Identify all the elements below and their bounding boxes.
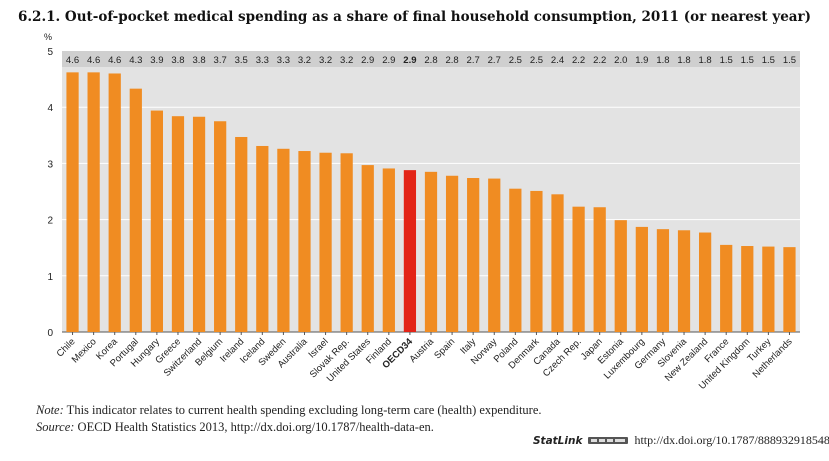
bar — [235, 136, 248, 332]
bar — [783, 247, 796, 332]
y-tick-label: 4 — [47, 103, 53, 114]
statlink-url[interactable]: http://dx.doi.org/10.1787/888932918548 — [634, 433, 829, 447]
y-tick-label: 1 — [47, 272, 53, 283]
data-label: 2.9 — [382, 55, 395, 66]
y-tick-label: 0 — [47, 328, 53, 339]
statlink-name: StatLink — [533, 434, 583, 447]
bar — [635, 226, 648, 332]
bar — [445, 175, 459, 332]
data-label: 1.8 — [699, 55, 712, 66]
data-label: 1.8 — [656, 55, 669, 66]
bar — [192, 116, 206, 332]
bar — [614, 220, 627, 332]
bar — [108, 73, 121, 332]
bar — [403, 170, 417, 332]
data-label: 4.6 — [87, 55, 100, 66]
bar — [551, 194, 564, 332]
bar — [66, 72, 79, 332]
data-label: 3.9 — [150, 55, 163, 66]
bar — [382, 168, 395, 332]
data-label: 3.2 — [319, 55, 332, 66]
data-label: 2.8 — [424, 55, 437, 66]
source-prefix: Source: — [36, 420, 75, 434]
data-label: 3.8 — [192, 55, 205, 66]
data-label: 3.2 — [340, 55, 353, 66]
bar — [150, 110, 164, 333]
bar — [698, 232, 712, 332]
data-label: 2.4 — [551, 55, 564, 66]
data-label: 3.2 — [298, 55, 311, 66]
y-tick-label: 3 — [47, 159, 53, 170]
data-label: 3.5 — [235, 55, 248, 66]
bar — [129, 88, 142, 333]
value-label-band — [62, 51, 800, 67]
bar-chart: 012345%4.6Chile4.6Mexico4.6Korea4.3Portu… — [44, 32, 800, 392]
x-tick-label: Spain — [432, 336, 457, 361]
bar — [530, 190, 543, 332]
data-label: 2.9 — [361, 55, 374, 66]
data-label: 1.5 — [783, 55, 796, 66]
data-label: 2.7 — [488, 55, 501, 66]
data-label: 3.3 — [277, 55, 290, 66]
bar — [741, 246, 754, 332]
bar — [87, 72, 100, 332]
data-label: 1.5 — [720, 55, 733, 66]
data-label: 4.3 — [129, 55, 142, 66]
data-label: 2.0 — [614, 55, 627, 66]
x-tick-label: Austria — [407, 336, 436, 365]
data-label: 2.8 — [445, 55, 458, 66]
data-label: 2.5 — [530, 55, 543, 66]
chart-note: Note: This indicator relates to current … — [36, 403, 542, 418]
data-label: 2.2 — [593, 55, 606, 66]
data-label: 3.8 — [171, 55, 184, 66]
bar — [467, 178, 480, 332]
chart-source: Source: OECD Health Statistics 2013, htt… — [36, 420, 434, 435]
y-axis-label: % — [44, 32, 52, 42]
bar — [677, 230, 691, 332]
bar — [319, 152, 332, 332]
data-label: 2.9 — [403, 55, 416, 66]
bar — [656, 229, 670, 332]
bar — [572, 206, 585, 332]
bar — [720, 244, 733, 332]
bar — [361, 165, 374, 332]
note-prefix: Note: — [36, 403, 64, 417]
y-tick-label: 5 — [47, 47, 53, 58]
note-text: This indicator relates to current health… — [63, 403, 542, 417]
data-label: 2.7 — [467, 55, 480, 66]
bar — [298, 151, 311, 332]
data-label: 2.5 — [509, 55, 522, 66]
bar — [593, 207, 606, 332]
bar — [762, 246, 775, 332]
data-label: 4.6 — [66, 55, 79, 66]
data-label: 1.9 — [635, 55, 648, 66]
data-label: 1.8 — [677, 55, 690, 66]
data-label: 3.3 — [256, 55, 269, 66]
bar — [256, 145, 269, 332]
data-label: 4.6 — [108, 55, 121, 66]
bar — [424, 171, 438, 332]
source-text: OECD Health Statistics 2013, http://dx.d… — [74, 420, 434, 434]
bar — [340, 153, 353, 332]
data-label: 3.7 — [214, 55, 227, 66]
bar — [277, 148, 290, 332]
data-label: 2.2 — [572, 55, 585, 66]
data-label: 1.5 — [762, 55, 775, 66]
statlink-logo-icon — [588, 437, 629, 444]
statlink: StatLink http://dx.doi.org/10.1787/88893… — [533, 433, 829, 448]
bar — [214, 121, 227, 332]
y-tick-label: 2 — [47, 216, 53, 227]
chart-title: 6.2.1. Out-of-pocket medical spending as… — [17, 9, 812, 25]
bar — [488, 178, 501, 332]
bar — [509, 188, 522, 332]
bar — [171, 116, 185, 332]
data-label: 1.5 — [741, 55, 754, 66]
